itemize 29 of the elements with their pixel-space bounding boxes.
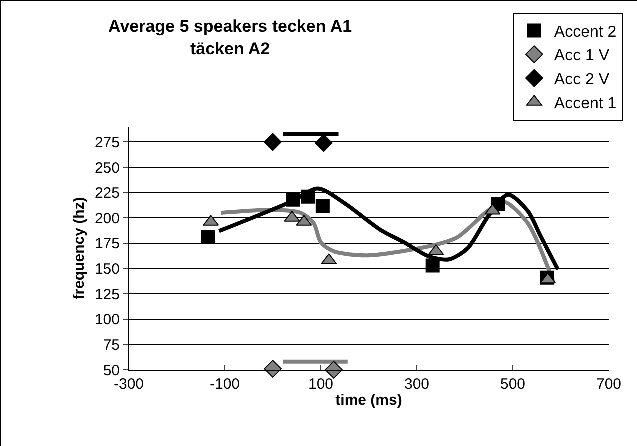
- y-tick-label: 150: [94, 261, 120, 278]
- chart-title: Average 5 speakers tecken A1 täcken A2: [108, 17, 352, 58]
- x-tick-label: 100: [308, 376, 334, 393]
- point: [286, 192, 300, 207]
- point: [264, 133, 282, 152]
- point: [316, 198, 330, 213]
- legend-label: Acc 2 V: [554, 72, 610, 89]
- x-axis-title: time (ms): [336, 392, 402, 409]
- x-tick-label: 700: [596, 376, 622, 393]
- x-tick-label: 500: [500, 376, 526, 393]
- legend-label: Accent 2: [554, 24, 617, 41]
- point: [426, 258, 440, 273]
- y-tick-label: 200: [94, 210, 120, 228]
- y-tick-label: 275: [94, 134, 120, 152]
- legend-label: Accent 1: [554, 95, 617, 112]
- y-tick-label: 250: [94, 160, 120, 177]
- legend-label: Acc 1 V: [554, 48, 610, 65]
- y-tick-label: 125: [94, 286, 120, 304]
- x-tick-label: 300: [404, 376, 430, 393]
- y-tick-label: 175: [94, 236, 120, 253]
- point: [301, 190, 316, 204]
- y-tick-label: 100: [94, 312, 120, 329]
- y-axis-title: frequency (hz): [71, 197, 88, 300]
- y-tick-label: 225: [94, 185, 120, 202]
- point: [201, 230, 216, 244]
- point: [264, 360, 282, 378]
- x-tick-label: -100: [210, 376, 240, 393]
- y-tick-label: 75: [103, 336, 120, 354]
- point: [314, 134, 333, 152]
